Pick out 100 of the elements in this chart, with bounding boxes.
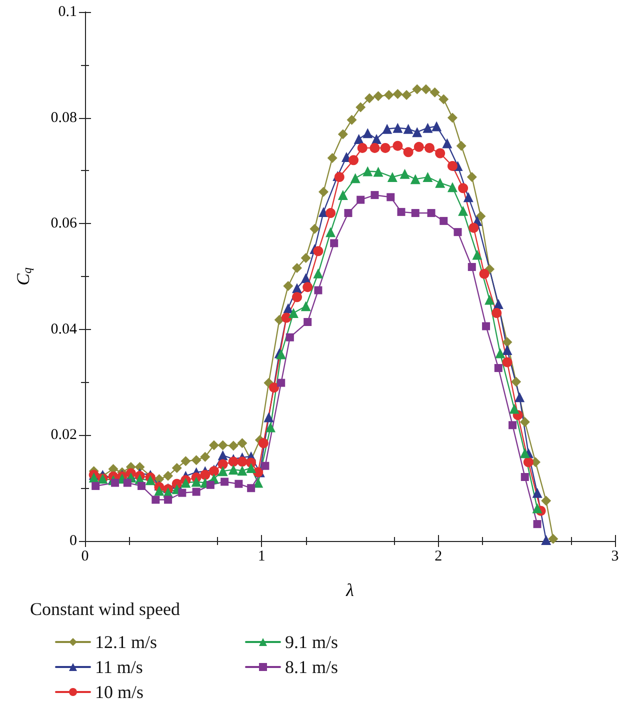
point <box>283 281 294 292</box>
point <box>458 183 468 194</box>
point <box>192 488 200 496</box>
point <box>172 463 182 473</box>
point <box>432 121 442 132</box>
point <box>484 294 495 305</box>
point <box>356 196 365 204</box>
point <box>220 478 229 486</box>
point <box>463 192 474 202</box>
point <box>410 174 420 184</box>
point <box>403 147 414 158</box>
point <box>373 166 384 177</box>
point <box>344 209 352 218</box>
y-tick-label: 0.02 <box>50 427 77 444</box>
point <box>300 301 311 312</box>
point <box>253 478 264 488</box>
point <box>482 322 490 330</box>
legend-label: 9.1 m/s <box>285 632 338 652</box>
point <box>206 480 214 489</box>
point <box>380 142 390 153</box>
point <box>246 463 256 473</box>
point <box>302 282 313 292</box>
point <box>300 273 311 284</box>
point <box>163 470 174 481</box>
point <box>468 222 479 233</box>
point <box>234 480 243 488</box>
legend-label: 10 m/s <box>95 682 144 702</box>
point <box>362 166 373 176</box>
point <box>356 102 366 112</box>
point <box>292 283 302 294</box>
legend-label: 12.1 m/s <box>95 632 158 652</box>
point <box>228 464 238 475</box>
point <box>237 466 248 476</box>
point <box>191 476 202 487</box>
point <box>191 455 202 466</box>
point <box>228 456 238 467</box>
x-tick-label: 3 <box>611 548 619 564</box>
point <box>523 457 534 468</box>
point <box>430 87 440 98</box>
point <box>392 88 403 99</box>
x-tick-label: 0 <box>81 548 89 564</box>
point <box>111 478 120 487</box>
point <box>511 376 522 387</box>
point <box>402 90 412 100</box>
point <box>468 262 476 271</box>
point <box>152 496 160 504</box>
point <box>384 90 394 100</box>
y-axis-title: Cq <box>13 267 34 286</box>
point <box>269 382 280 393</box>
point <box>326 227 336 238</box>
legend-label: 11 m/s <box>95 657 143 677</box>
point <box>422 122 433 133</box>
point <box>442 138 452 148</box>
point <box>261 462 270 470</box>
point <box>258 438 268 448</box>
point <box>200 452 210 462</box>
point <box>264 412 274 422</box>
point <box>502 337 512 348</box>
point <box>541 496 552 506</box>
point <box>274 314 284 325</box>
point <box>532 488 542 498</box>
point <box>327 153 338 164</box>
point <box>300 252 311 263</box>
point <box>88 472 99 483</box>
point <box>479 268 490 279</box>
point <box>476 211 486 222</box>
point <box>237 438 248 448</box>
point <box>286 333 294 342</box>
x-tick-label: 1 <box>258 548 266 564</box>
point <box>348 155 359 166</box>
point <box>412 127 422 138</box>
point <box>288 308 298 318</box>
point <box>370 191 379 200</box>
point <box>292 263 302 274</box>
point <box>492 308 502 318</box>
point <box>310 224 320 234</box>
point <box>458 206 468 216</box>
point <box>313 268 324 278</box>
point <box>138 482 146 490</box>
point <box>314 286 322 294</box>
point <box>548 534 558 544</box>
point <box>435 148 446 158</box>
point <box>520 472 529 481</box>
point <box>370 142 380 153</box>
point <box>495 348 506 358</box>
point <box>435 178 446 188</box>
point <box>338 129 348 140</box>
point <box>411 209 420 218</box>
point <box>92 482 100 490</box>
point <box>326 208 336 218</box>
point <box>447 182 458 192</box>
point <box>520 448 530 458</box>
point <box>123 478 132 487</box>
point <box>346 114 357 125</box>
y-tick-label: 0.08 <box>50 110 77 126</box>
point <box>350 173 360 184</box>
point <box>364 93 374 104</box>
point <box>180 456 191 466</box>
point <box>382 124 392 134</box>
point <box>318 186 328 197</box>
